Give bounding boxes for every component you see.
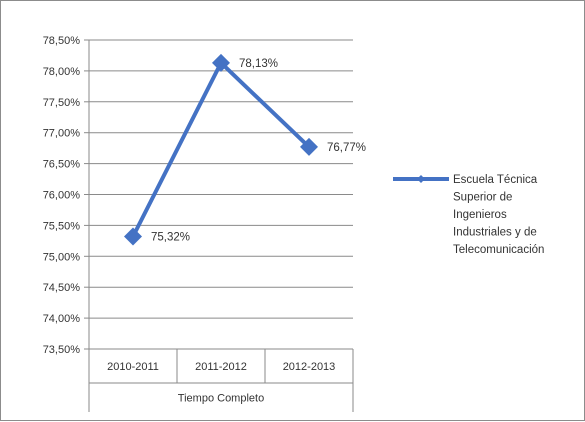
y-tick-label: 74,00% (43, 313, 81, 325)
data-label: 78,13% (239, 58, 278, 70)
legend: Escuela Técnica Superior de Ingenieros Indu… (393, 174, 544, 256)
y-tick-label: 75,00% (43, 251, 81, 263)
data-point-marker (212, 53, 230, 72)
y-tick-label: 76,50% (43, 159, 81, 171)
data-labels: 75,32% 78,13% 76,77% (151, 58, 366, 244)
legend-label: Ingenieros (453, 209, 507, 221)
axes (84, 39, 354, 412)
x-category-label: 2011-2012 (195, 361, 247, 373)
series-layer (124, 53, 318, 246)
legend-label: Telecomunicación (453, 244, 544, 256)
x-group-label: Tiempo Completo (178, 393, 264, 405)
y-tick-label: 77,50% (43, 97, 81, 109)
legend-label: Industriales y de (453, 227, 537, 239)
legend-label: Superior de (453, 192, 512, 204)
data-label: 76,77% (327, 142, 366, 154)
data-point-marker (124, 227, 142, 246)
x-category-label: 2012-2013 (283, 361, 336, 373)
data-point-marker (300, 137, 318, 156)
legend-marker (417, 175, 425, 183)
y-tick-label: 76,00% (43, 190, 81, 202)
legend-label: Escuela Técnica (453, 174, 538, 186)
data-label: 75,32% (151, 232, 190, 244)
y-tick-label: 74,50% (43, 282, 81, 294)
y-tick-label: 75,50% (43, 220, 81, 232)
y-tick-label: 78,00% (43, 66, 81, 78)
y-tick-label: 77,00% (43, 128, 81, 140)
x-category-label: 2010-2011 (107, 361, 159, 373)
y-tick-label: 78,50% (43, 35, 81, 47)
series-line (131, 60, 311, 238)
y-tick-label: 73,50% (43, 344, 81, 356)
y-tick-labels: 78,50% 78,00% 77,50% 77,00% 76,50% 76,00% 75,5… (43, 35, 81, 356)
gridlines (89, 39, 353, 350)
x-category-labels: 2010-2011 2011-2012 2012-2013 (107, 361, 335, 373)
